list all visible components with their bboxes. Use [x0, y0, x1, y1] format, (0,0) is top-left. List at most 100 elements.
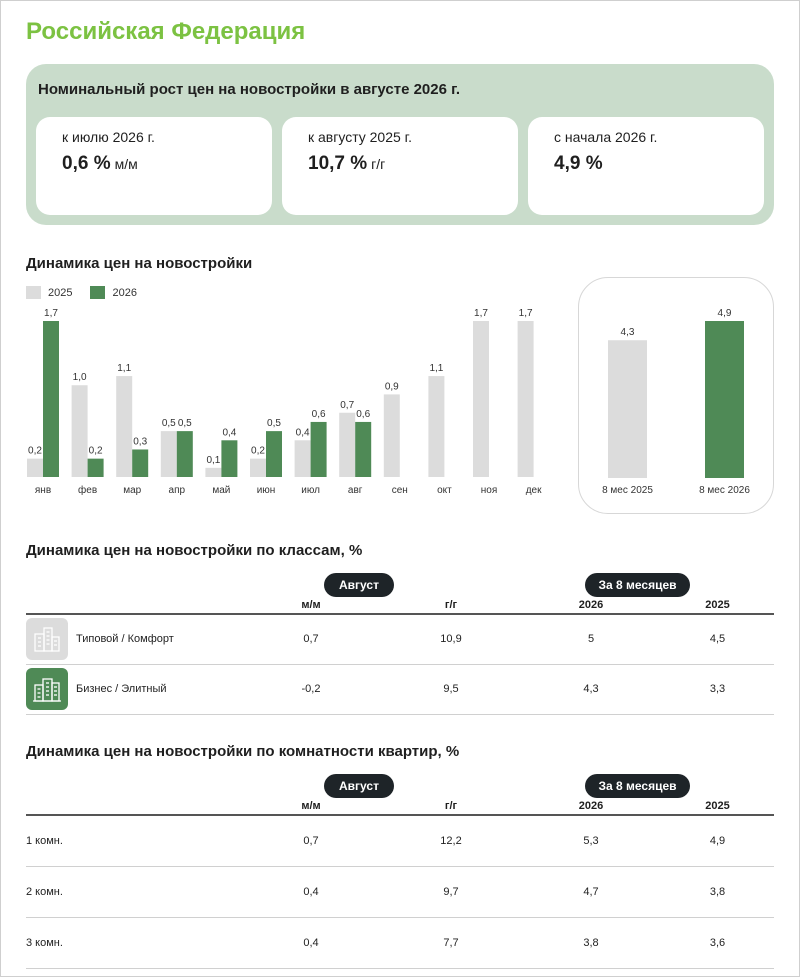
header-mm: м/м [241, 596, 381, 615]
x-tick-label: апр [169, 485, 186, 496]
legend-swatch-2026 [90, 286, 106, 299]
row-name: 1 комн. [26, 815, 241, 867]
bar-2025-10 [473, 321, 489, 477]
cell-mm: 0,7 [241, 614, 381, 665]
card-value-unit: м/м [114, 156, 138, 172]
bar-label-2025-7: 0,7 [340, 400, 354, 411]
header-yy: г/г [381, 797, 521, 816]
bar-2026-1 [87, 458, 104, 477]
card-value-number: 4,9 % [554, 153, 603, 174]
x-tick-label: янв [35, 485, 51, 496]
bar-2026-4 [221, 440, 238, 477]
bar-label-2025-3: 0,5 [162, 418, 176, 429]
bar-2026-6 [310, 421, 327, 477]
ytd-bar-0 [608, 340, 647, 478]
summary-panel: Номинальный рост цен на новостройки в ав… [26, 64, 774, 225]
card-value-number: 0,6 % [62, 153, 111, 174]
ytd-bar-chart: 4,3 8 мес 2025 4,9 8 мес 2026 [602, 308, 750, 496]
bar-2026-0 [43, 321, 59, 477]
x-tick-label: май [212, 485, 230, 496]
cell-2026: 4,7 [521, 866, 661, 918]
x-tick-label: июл [301, 485, 320, 496]
header-empty [26, 797, 241, 816]
bar-2026-5 [266, 431, 282, 477]
cell-2026: 5,3 [521, 815, 661, 867]
x-tick-label: ноя [481, 485, 498, 496]
bar-label-2025-1: 1,0 [73, 372, 87, 383]
row-name-cell: Бизнес / Элитный [26, 664, 241, 715]
legend-label-2026: 2026 [112, 286, 137, 299]
row-name: Бизнес / Элитный [76, 683, 167, 695]
header-2026: 2026 [521, 797, 661, 816]
cell-yy: 7,7 [381, 917, 521, 969]
bar-label-2026-3: 0,5 [178, 418, 192, 429]
table-row: Типовой / Комфорт 0,7 10,9 5 4,5 [26, 614, 774, 665]
bar-label-2026-2: 0,3 [133, 436, 147, 447]
row-name-cell: Типовой / Комфорт [26, 614, 241, 665]
bar-2025-6 [294, 440, 311, 477]
bar-2026-7 [355, 421, 372, 477]
bar-2025-7 [339, 412, 356, 477]
ytd-panel: 4,3 8 мес 2025 4,9 8 мес 2026 [578, 277, 774, 514]
header-mm: м/м [241, 797, 381, 816]
cell-2025: 3,6 [661, 917, 774, 969]
bar-2025-0 [27, 458, 43, 477]
class-table: м/м г/г 2026 2025 Типовой / Комфорт 0,7 … [26, 596, 774, 715]
summary-title: Номинальный рост цен на новостройки в ав… [38, 81, 461, 98]
card-label: к июлю 2026 г. [62, 129, 155, 145]
rooms-table: м/м г/г 2026 2025 1 комн. 0,7 12,2 5,3 4… [26, 797, 774, 969]
header-2025: 2025 [661, 797, 774, 816]
bar-label-2026-4: 0,4 [222, 427, 236, 438]
chart-section-title: Динамика цен на новостройки [26, 255, 253, 272]
x-tick-label: июн [257, 485, 276, 496]
bar-label-2025-6: 0,4 [296, 427, 310, 438]
cell-yy: 9,5 [381, 664, 521, 715]
region-title: Российская Федерация [26, 18, 306, 45]
table-row: 2 комн. 0,4 9,7 4,7 3,8 [26, 866, 774, 918]
legend-label-2025: 2025 [48, 286, 73, 299]
header-2025: 2025 [661, 596, 774, 615]
header-2026: 2026 [521, 596, 661, 615]
building-green-icon [26, 668, 68, 710]
card-label: к августу 2025 г. [308, 129, 412, 145]
ytd-x-tick-label: 8 мес 2025 [602, 485, 653, 496]
cell-2025: 4,9 [661, 815, 774, 867]
summary-card-ytd: с начала 2026 г. 4,9 % [528, 117, 764, 215]
summary-card-month: к июлю 2026 г. 0,6 % м/м [36, 117, 272, 215]
cell-mm: -0,2 [241, 664, 381, 715]
bar-label-2025-10: 1,7 [474, 308, 488, 319]
bar-2025-2 [116, 376, 133, 477]
cell-yy: 9,7 [381, 866, 521, 918]
bar-2025-8 [383, 394, 400, 477]
row-name: Типовой / Комфорт [76, 633, 174, 646]
cell-mm: 0,4 [241, 866, 381, 918]
cell-2026: 3,8 [521, 917, 661, 969]
bar-2025-5 [250, 458, 266, 477]
card-label: с начала 2026 г. [554, 129, 658, 145]
ytd-bar-1 [705, 321, 744, 478]
bar-label-2026-7: 0,6 [356, 409, 370, 420]
cell-mm: 0,4 [241, 917, 381, 969]
bar-label-2026-0: 1,7 [44, 308, 58, 319]
table-row: 1 комн. 0,7 12,2 5,3 4,9 [26, 815, 774, 867]
rooms-august-pill: Август [324, 774, 394, 798]
bar-2025-11 [517, 321, 534, 477]
cell-2025: 3,8 [661, 866, 774, 918]
bar-2026-3 [176, 431, 193, 477]
building-grey-icon [26, 618, 68, 661]
class-august-pill: Август [324, 573, 394, 597]
ytd-bar-label-0: 4,3 [621, 327, 635, 338]
cell-yy: 12,2 [381, 815, 521, 867]
bar-label-2025-8: 0,9 [385, 381, 399, 392]
card-value-number: 10,7 % [308, 153, 368, 174]
bar-label-2026-5: 0,5 [267, 418, 281, 429]
bar-label-2025-4: 0,1 [206, 455, 220, 466]
header-empty [26, 596, 241, 615]
bar-label-2026-1: 0,2 [89, 446, 103, 457]
rooms-table-header: м/м г/г 2026 2025 [26, 797, 774, 816]
class-table-header: м/м г/г 2026 2025 [26, 596, 774, 615]
card-value: 4,9 % [554, 153, 603, 175]
cell-2025: 4,5 [661, 614, 774, 665]
bar-label-2025-9: 1,1 [429, 363, 443, 374]
